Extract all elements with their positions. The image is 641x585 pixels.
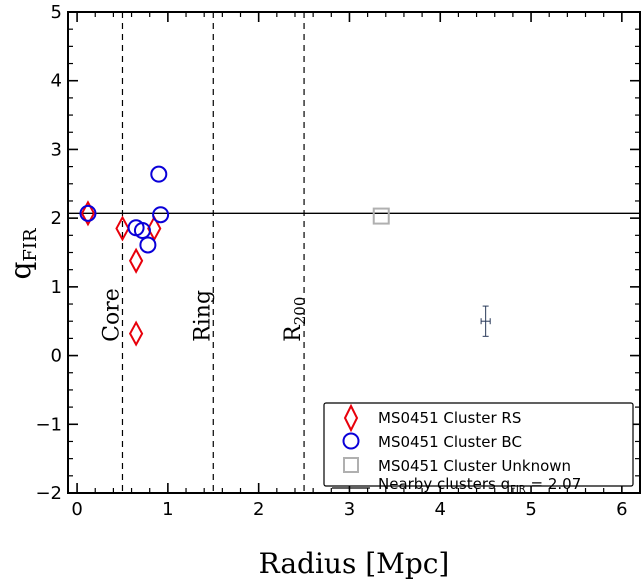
data-points [79,165,390,347]
x-tick-label-4: 4 [435,499,446,520]
legend: MS0451 Cluster RS MS0451 Cluster BC MS04… [323,402,634,495]
vline-label-main-1: Ring [190,290,215,342]
legend-marker-unknown-icon [343,457,359,473]
legend-marker-rs-icon [343,403,359,433]
error-bar-layer [480,305,491,337]
legend-label-nearby-sub: FIR [510,484,526,495]
legend-label-nearby: Nearby clusters qFIR = 2.07 [378,475,581,495]
point-0-3 [128,320,144,347]
legend-marker-bc-icon [342,432,360,450]
vertical-guide-lines: Core Ring R200 [99,12,309,493]
vline-label-main-2: R [281,324,306,342]
y-tick-label-1: −1 [35,414,62,435]
point-1-3 [139,236,157,254]
x-tick-label-2: 2 [253,499,264,520]
y-tick-label-4: 2 [51,208,62,229]
point-1-0 [79,204,97,222]
legend-label-unknown: MS0451 Cluster Unknown [378,457,571,475]
vline-label-1: Ring [190,290,215,342]
vline-label-2: R200 [281,297,309,342]
x-tick-label-3: 3 [344,499,355,520]
legend-label-rs: MS0451 Cluster RS [378,409,521,427]
tick-labels: 0 1 2 3 4 5 6 −2 −1 0 1 2 3 4 5 [35,2,627,520]
point-0-2 [128,247,144,274]
y-tick-label-2: 0 [51,346,62,367]
x-tick-label-1: 1 [162,499,173,520]
point-2-0 [372,207,390,225]
y-tick-label-3: 1 [51,277,62,298]
point-0-1 [115,215,130,242]
y-tick-label-6: 4 [51,71,62,92]
legend-label-nearby-main: Nearby clusters q [378,475,510,493]
legend-box [323,402,634,487]
vline-label-sub-2: 200 [291,297,309,326]
x-tick-label-5: 5 [525,499,536,520]
point-1-4 [150,165,168,183]
vline-label-main-0: Core [99,288,124,342]
x-tick-label-6: 6 [616,499,627,520]
point-0-0 [80,200,96,227]
y-tick-label-7: 5 [51,2,62,23]
y-axis-title: qFIR [4,228,41,280]
point-1-5 [152,206,170,224]
y-tick-label-5: 3 [51,139,62,160]
vline-label-0: Core [99,288,124,342]
axis-ticks [68,11,641,494]
y-axis-title-sub: FIR [20,228,41,262]
legend-label-nearby-tail: = 2.07 [526,475,582,493]
point-1-2 [133,222,151,240]
y-axis-title-main: q [4,262,37,280]
y-tick-label-0: −2 [35,483,62,504]
legend-label-bc: MS0451 Cluster BC [378,433,522,451]
svg-text:qFIR: qFIR [4,228,41,280]
x-axis-title: Radius [Mpc] [259,547,450,580]
x-tick-label-0: 0 [71,499,82,520]
